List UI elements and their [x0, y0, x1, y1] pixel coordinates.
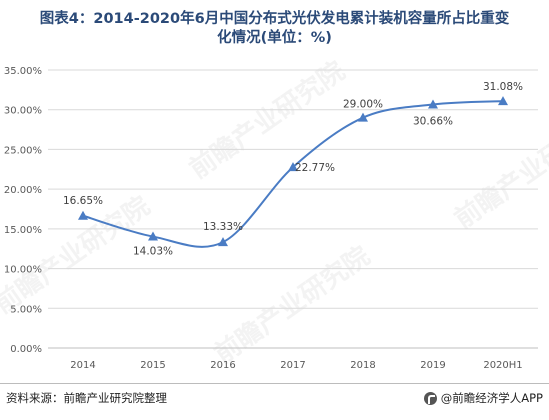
data-label: 29.00% — [343, 99, 383, 111]
data-point-marker — [498, 96, 508, 106]
footer-divider — [0, 383, 549, 384]
chart-title-line1: 图表4：2014-2020年6月中国分布式光伏发电累计装机容量所占比重变 — [39, 11, 510, 27]
brand-logo-icon — [423, 391, 437, 405]
data-point-marker — [218, 237, 228, 247]
data-label: 30.66% — [413, 115, 453, 127]
data-point-marker — [148, 231, 158, 241]
data-point-marker — [288, 162, 298, 172]
data-point-marker — [78, 210, 88, 220]
data-label: 16.65% — [63, 195, 103, 207]
series-markers — [78, 96, 508, 247]
y-tick-label: 5.00% — [10, 304, 42, 315]
chart-title: 图表4：2014-2020年6月中国分布式光伏发电累计装机容量所占比重变 化情况… — [0, 10, 549, 48]
y-tick-label: 25.00% — [4, 145, 42, 156]
x-axis-ticks: 2014 2015 2016 2017 2018 2019 2020H1 — [70, 360, 522, 371]
y-axis-ticks: 0.00% 5.00% 10.00% 15.00% 20.00% 25.00% 30.00%… — [4, 66, 42, 355]
y-tick-label: 30.00% — [4, 106, 42, 117]
x-tick-label: 2016 — [210, 360, 235, 371]
data-point-marker — [358, 112, 368, 122]
x-tick-label: 2014 — [70, 360, 95, 371]
footer-brand: @前瞻经济学人APP — [423, 390, 543, 406]
data-labels: 16.65% 14.03% 13.33% 22.77% 29.00% 30.66% 31.0… — [63, 81, 523, 257]
data-label: 13.33% — [203, 221, 243, 233]
footer-brand-text: @前瞻经济学人APP — [440, 391, 543, 405]
y-tick-label: 0.00% — [10, 344, 42, 355]
y-tick-label: 15.00% — [4, 225, 42, 236]
data-label: 14.03% — [133, 246, 173, 258]
data-label: 31.08% — [483, 81, 523, 93]
data-point-marker — [428, 99, 438, 109]
x-tick-label: 2015 — [140, 360, 165, 371]
y-tick-label: 35.00% — [4, 66, 42, 77]
chart-title-line2: 化情况(单位：%) — [217, 30, 332, 46]
y-tick-label: 10.00% — [4, 265, 42, 276]
data-label: 22.77% — [295, 162, 335, 174]
grid-lines — [48, 69, 538, 349]
y-tick-label: 20.00% — [4, 185, 42, 196]
x-tick-label: 2017 — [280, 360, 305, 371]
footer-source: 资料来源：前瞻产业研究院整理 — [6, 391, 167, 405]
x-tick-label: 2020H1 — [483, 360, 522, 371]
x-tick-label: 2019 — [420, 360, 445, 371]
line-chart: 0.00% 5.00% 10.00% 15.00% 20.00% 25.00% 30.00%… — [4, 66, 538, 371]
x-tick-label: 2018 — [350, 360, 375, 371]
